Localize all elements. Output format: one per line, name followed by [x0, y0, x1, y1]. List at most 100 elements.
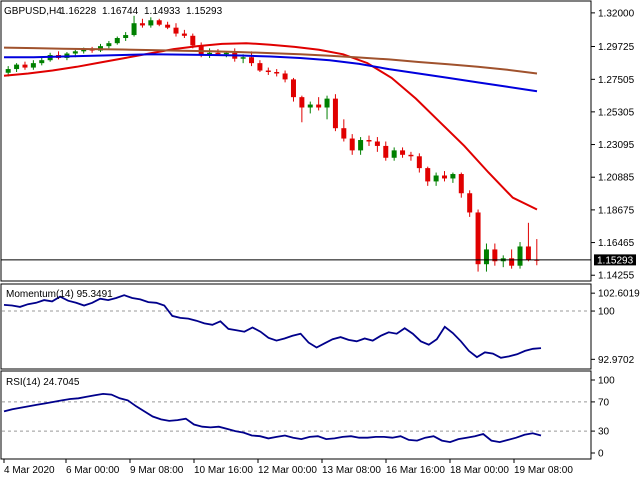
chart-high: 1.16744	[102, 6, 139, 17]
candle-body	[257, 63, 263, 71]
price-tick-label: 1.14255	[598, 271, 635, 282]
time-tick-label: 6 Mar 00:00	[66, 465, 120, 476]
candle-body	[207, 52, 213, 55]
candle-body	[450, 174, 456, 179]
candle-body	[341, 128, 347, 139]
candle-body	[400, 150, 406, 155]
chart-open: 1.16228	[60, 6, 97, 17]
candle-body	[114, 38, 120, 44]
candle-body	[290, 79, 296, 98]
candle-body	[316, 104, 322, 108]
rsi-panel-frame	[0, 370, 592, 460]
candle-body	[240, 57, 246, 59]
candle-body	[442, 175, 448, 179]
candle-body	[517, 246, 523, 266]
price-panel-frame	[0, 0, 592, 282]
candle-body	[416, 156, 422, 169]
candle-body	[475, 212, 481, 265]
candle-body	[265, 70, 271, 73]
candle-body	[391, 150, 397, 158]
candle-body	[349, 138, 355, 151]
moving-average-line	[3, 46, 538, 75]
candle-body	[81, 49, 87, 52]
time-tick-label: 19 Mar 08:00	[514, 465, 573, 476]
current-price-label: 1.15293	[597, 255, 634, 266]
candle-body	[492, 249, 498, 262]
time-tick-label: 13 Mar 08:00	[322, 465, 381, 476]
candle-body	[173, 27, 179, 34]
candle-body	[374, 141, 380, 146]
candle-body	[14, 64, 20, 70]
time-tick-label: 16 Mar 16:00	[386, 465, 445, 476]
moving-average-line	[4, 53, 538, 93]
price-tick-label: 1.25305	[598, 107, 635, 118]
price-tick-label: 1.29725	[598, 42, 635, 53]
rsi-reference	[2, 401, 590, 432]
price-tick-label: 1.23095	[598, 140, 635, 151]
chart-close: 1.15293	[186, 6, 223, 17]
current-price-tag	[594, 254, 636, 266]
candle-body	[181, 33, 187, 36]
price-axis: 1.32000 1.29725 1.27505 1.25305 1.23095 1.208…	[591, 8, 635, 282]
axis-tick-label: 0	[598, 449, 604, 460]
candle-body	[408, 154, 414, 157]
momentum-title: Momentum(14) 95.3491	[6, 289, 113, 300]
candle-body	[106, 43, 112, 47]
candle-body	[198, 45, 204, 55]
price-tick-label: 1.16465	[598, 238, 635, 249]
candle-body	[223, 52, 229, 55]
candle-body	[383, 145, 389, 158]
candle-body	[131, 23, 137, 36]
candle-body	[249, 57, 255, 64]
rsi-axis: 100 70 30 0	[591, 376, 615, 460]
price-tick-label: 1.20885	[598, 173, 635, 184]
candle-body	[30, 63, 36, 68]
candle-body	[467, 193, 473, 213]
axis-tick-label: 100	[598, 307, 615, 318]
candle-body	[425, 168, 431, 182]
moving-average-line	[3, 42, 538, 211]
candle-body	[22, 64, 28, 68]
chart-low: 1.14933	[144, 6, 181, 17]
candle-body	[299, 97, 305, 108]
rsi-line	[3, 392, 542, 444]
candle-body	[165, 24, 171, 28]
axis-tick-label: 92.9702	[598, 355, 635, 366]
time-axis: 4 Mar 2020 6 Mar 00:00 9 Mar 08:00 10 Mar 1…	[3, 459, 573, 476]
candle-body	[366, 140, 372, 142]
rsi-title: RSI(14) 24.7045	[6, 377, 80, 388]
momentum-axis: 102.6019 100 92.9702	[591, 289, 640, 366]
time-tick-label: 9 Mar 08:00	[130, 465, 184, 476]
price-tick-label: 1.18675	[598, 205, 635, 216]
time-tick-label: 10 Mar 16:00	[194, 465, 253, 476]
momentum-line	[3, 294, 542, 359]
candle-body	[215, 52, 221, 55]
time-tick-label: 12 Mar 00:00	[258, 465, 317, 476]
candle-body	[274, 72, 280, 74]
candle-body	[156, 20, 162, 25]
chart-symbol-timeframe: GBPUSD,H4	[4, 6, 62, 17]
axis-tick-label: 100	[598, 376, 615, 387]
axis-tick-label: 102.6019	[598, 289, 640, 300]
candle-body	[282, 73, 288, 80]
moving-averages	[3, 42, 538, 211]
candle-body	[190, 35, 196, 46]
candle-body	[72, 51, 78, 54]
candle-body	[324, 98, 330, 108]
candle-body	[332, 98, 338, 129]
axis-tick-label: 70	[598, 397, 610, 408]
candle-body	[39, 60, 45, 64]
axis-tick-label: 30	[598, 427, 610, 438]
candle-body	[123, 35, 129, 39]
candle-body	[483, 249, 489, 265]
time-tick-label: 4 Mar 2020	[4, 465, 55, 476]
candle-body	[5, 69, 11, 73]
candle-body	[139, 23, 145, 26]
candle-body	[458, 174, 464, 194]
price-tick-label: 1.32000	[598, 8, 635, 19]
candle-body	[358, 140, 364, 151]
candle-body	[509, 258, 515, 266]
price-tick-label: 1.27505	[598, 75, 635, 86]
candle-body	[525, 246, 531, 260]
